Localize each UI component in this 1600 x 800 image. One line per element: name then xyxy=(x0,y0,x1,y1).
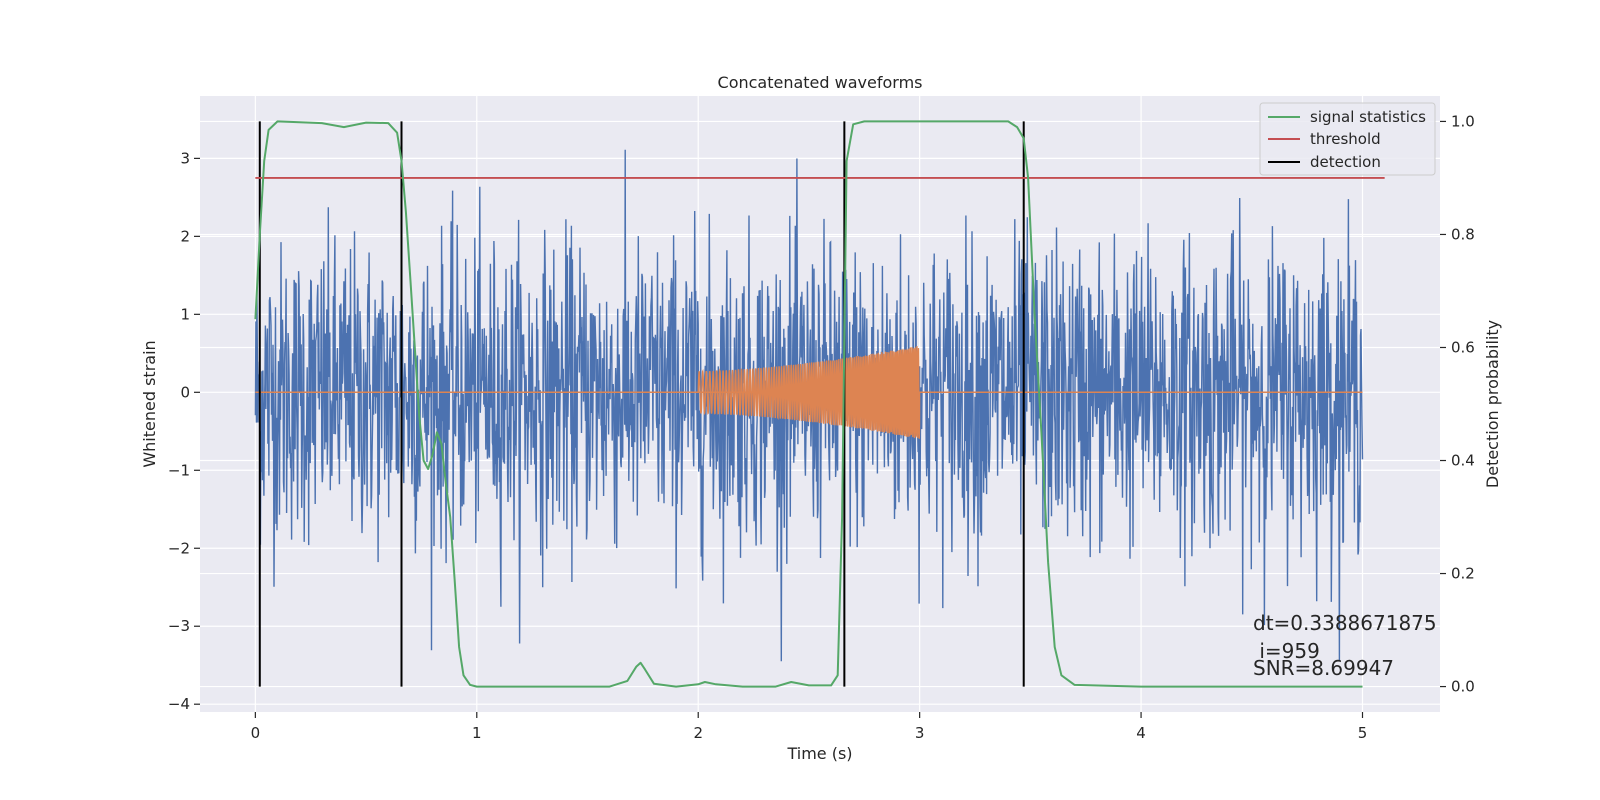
signal-statistics-series xyxy=(254,120,1363,688)
x-tick-label: 5 xyxy=(1358,724,1368,742)
y2-tick-label: 0.2 xyxy=(1451,565,1475,583)
x-tick-label: 2 xyxy=(693,724,703,742)
y2-axis-label: Detection probability xyxy=(1483,320,1502,488)
y-tick-label: −3 xyxy=(168,617,190,635)
legend-label-detection: detection xyxy=(1310,153,1381,171)
legend: signal statistics threshold detection xyxy=(1259,102,1436,176)
x-axis-label: Time (s) xyxy=(786,744,852,763)
y-tick-label: −1 xyxy=(168,461,190,479)
injection-series xyxy=(255,346,1363,439)
injection-chirp-line xyxy=(697,346,921,439)
y-tick-label: 3 xyxy=(180,149,190,167)
x-tick-label: 0 xyxy=(251,724,261,742)
signal-statistics-line xyxy=(254,120,1363,688)
chart-title: Concatenated waveforms xyxy=(718,73,923,92)
legend-label-threshold: threshold xyxy=(1310,130,1381,148)
legend-box xyxy=(1259,102,1436,176)
x-tick-label: 3 xyxy=(915,724,925,742)
y-tick-label: −4 xyxy=(168,695,190,713)
legend-label-signal-statistics: signal statistics xyxy=(1310,108,1426,126)
y-tick-label: −2 xyxy=(168,539,190,557)
annotation-dt: dt=0.3388671875 xyxy=(1253,611,1437,635)
annotation-i: i=959 xyxy=(1253,639,1320,663)
x-tick-label: 4 xyxy=(1136,724,1146,742)
y2-tick-label: 1.0 xyxy=(1451,112,1475,130)
x-tick-label: 1 xyxy=(472,724,482,742)
axis-ticks: 0 1 2 3 4 5 3 2 1 0 −1 −2 −3 −4 1.0 0.8 0.6 0.4 0.2 0.0 xyxy=(168,112,1475,742)
y2-tick-label: 0.8 xyxy=(1451,225,1475,243)
y-tick-label: 1 xyxy=(180,305,190,323)
y2-tick-label: 0.4 xyxy=(1451,452,1475,470)
annotation-snr: SNR=8.69947 xyxy=(1253,656,1394,680)
y-axis-label: Whitened strain xyxy=(140,340,159,467)
y2-tick-label: 0.6 xyxy=(1451,338,1475,356)
y2-tick-label: 0.0 xyxy=(1451,678,1475,696)
y-tick-label: 2 xyxy=(180,227,190,245)
y-tick-label: 0 xyxy=(180,383,190,401)
